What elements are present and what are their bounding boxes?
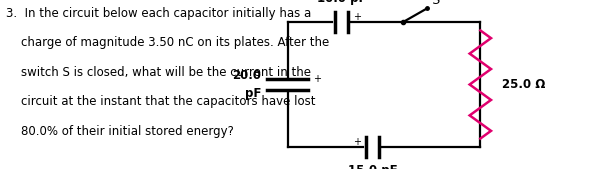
Text: switch S is closed, what will be the current in the: switch S is closed, what will be the cur… [6,66,311,79]
Text: pF: pF [244,87,261,100]
Text: 3.  In the circuit below each capacitor initially has a: 3. In the circuit below each capacitor i… [6,7,311,20]
Text: S: S [433,0,441,7]
Text: +: + [353,12,361,22]
Text: 15.0 pF: 15.0 pF [347,164,397,169]
Text: 10.0 pF: 10.0 pF [317,0,366,5]
Text: charge of magnitude 3.50 nC on its plates. After the: charge of magnitude 3.50 nC on its plate… [6,36,329,49]
Text: circuit at the instant that the capacitors have lost: circuit at the instant that the capacito… [6,95,315,108]
Text: +: + [353,137,361,147]
Text: 20.0: 20.0 [232,69,261,82]
Text: +: + [313,74,321,84]
Text: 80.0% of their initial stored energy?: 80.0% of their initial stored energy? [6,125,234,138]
Text: 25.0 Ω: 25.0 Ω [502,78,545,91]
